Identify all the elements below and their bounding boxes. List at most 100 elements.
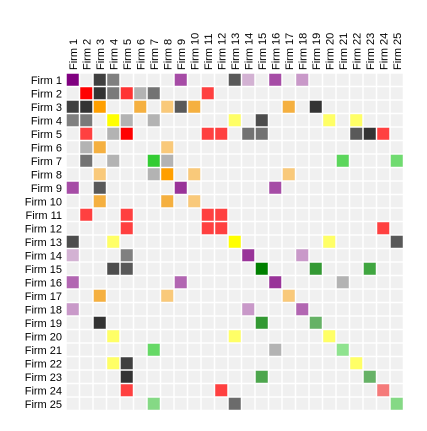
- empty-cell: [201, 289, 214, 302]
- empty-cell: [377, 370, 390, 383]
- empty-cell: [107, 289, 120, 302]
- empty-cell: [188, 181, 201, 194]
- heatmap-cell: [282, 100, 295, 113]
- heatmap-cell: [147, 87, 160, 100]
- x-tick-label: Firm 12: [216, 33, 228, 70]
- empty-cell: [269, 141, 282, 154]
- empty-cell: [377, 343, 390, 356]
- empty-cell: [350, 195, 363, 208]
- heatmap-cell: [107, 87, 120, 100]
- empty-cell: [377, 276, 390, 289]
- empty-cell: [350, 276, 363, 289]
- empty-cell: [350, 343, 363, 356]
- empty-cell: [147, 289, 160, 302]
- empty-cell: [161, 114, 174, 127]
- empty-cell: [309, 330, 322, 343]
- empty-cell: [93, 249, 106, 262]
- heatmap-cell: [242, 303, 255, 316]
- empty-cell: [188, 397, 201, 410]
- empty-cell: [323, 249, 336, 262]
- empty-cell: [269, 100, 282, 113]
- empty-cell: [377, 208, 390, 221]
- empty-cell: [323, 154, 336, 167]
- empty-cell: [93, 303, 106, 316]
- empty-cell: [215, 235, 228, 248]
- x-tick-label: Firm 16: [270, 33, 282, 70]
- empty-cell: [80, 181, 93, 194]
- empty-cell: [215, 154, 228, 167]
- empty-cell: [66, 222, 79, 235]
- empty-cell: [93, 384, 106, 397]
- y-tick-label: Firm 25: [25, 399, 62, 411]
- empty-cell: [201, 154, 214, 167]
- y-tick-label: Firm 20: [25, 331, 62, 343]
- heatmap-cell: [120, 384, 133, 397]
- empty-cell: [174, 168, 187, 181]
- empty-cell: [363, 303, 376, 316]
- empty-cell: [309, 249, 322, 262]
- empty-cell: [269, 384, 282, 397]
- empty-cell: [201, 168, 214, 181]
- heatmap-cell: [161, 168, 174, 181]
- empty-cell: [107, 181, 120, 194]
- empty-cell: [147, 127, 160, 140]
- empty-cell: [282, 222, 295, 235]
- empty-cell: [390, 127, 403, 140]
- heatmap-cell: [107, 114, 120, 127]
- x-tick-label: Firm 2: [81, 39, 93, 70]
- heatmap-cell: [80, 127, 93, 140]
- empty-cell: [201, 357, 214, 370]
- empty-cell: [134, 141, 147, 154]
- empty-cell: [215, 195, 228, 208]
- y-tick-label: Firm 17: [25, 291, 62, 303]
- heatmap-cell: [377, 222, 390, 235]
- empty-cell: [282, 195, 295, 208]
- empty-cell: [282, 114, 295, 127]
- heatmap-cell: [255, 114, 268, 127]
- empty-cell: [363, 222, 376, 235]
- empty-cell: [296, 181, 309, 194]
- empty-cell: [93, 222, 106, 235]
- empty-cell: [296, 141, 309, 154]
- empty-cell: [80, 370, 93, 383]
- empty-cell: [377, 195, 390, 208]
- empty-cell: [66, 289, 79, 302]
- empty-cell: [134, 316, 147, 329]
- empty-cell: [161, 235, 174, 248]
- empty-cell: [215, 114, 228, 127]
- empty-cell: [215, 303, 228, 316]
- empty-cell: [377, 168, 390, 181]
- empty-cell: [282, 303, 295, 316]
- empty-cell: [282, 370, 295, 383]
- empty-cell: [80, 303, 93, 316]
- empty-cell: [242, 384, 255, 397]
- empty-cell: [107, 249, 120, 262]
- y-tick-label: Firm 24: [25, 385, 62, 397]
- empty-cell: [120, 343, 133, 356]
- empty-cell: [242, 276, 255, 289]
- empty-cell: [363, 208, 376, 221]
- empty-cell: [174, 114, 187, 127]
- empty-cell: [282, 73, 295, 86]
- empty-cell: [390, 141, 403, 154]
- empty-cell: [242, 114, 255, 127]
- empty-cell: [134, 276, 147, 289]
- heatmap-cell: [107, 330, 120, 343]
- y-tick-label: Firm 6: [31, 142, 62, 154]
- heatmap-cell: [242, 127, 255, 140]
- y-tick-label: Firm 9: [31, 183, 62, 195]
- heatmap-cell: [134, 100, 147, 113]
- empty-cell: [107, 343, 120, 356]
- empty-cell: [242, 289, 255, 302]
- heatmap-cell: [174, 181, 187, 194]
- empty-cell: [201, 262, 214, 275]
- empty-cell: [336, 303, 349, 316]
- heatmap-cell: [377, 127, 390, 140]
- y-tick-label: Firm 19: [25, 318, 62, 330]
- empty-cell: [323, 127, 336, 140]
- empty-cell: [188, 289, 201, 302]
- empty-cell: [390, 100, 403, 113]
- empty-cell: [161, 208, 174, 221]
- empty-cell: [242, 87, 255, 100]
- empty-cell: [66, 370, 79, 383]
